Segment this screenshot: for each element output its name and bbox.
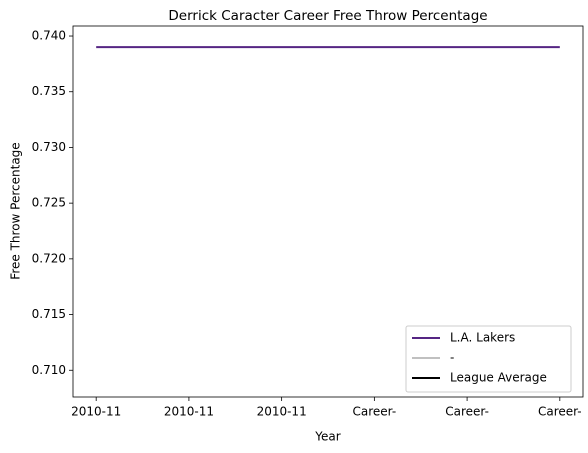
legend-label: - <box>450 351 454 365</box>
y-axis-label: Free Throw Percentage <box>9 142 23 279</box>
x-tick-label: 2010-11 <box>257 405 307 419</box>
y-tick-label: 0.720 <box>32 251 66 265</box>
y-tick-label: 0.710 <box>32 363 66 377</box>
plot-area <box>72 25 584 398</box>
x-tick-label: 2010-11 <box>164 405 214 419</box>
y-tick-label: 0.715 <box>32 307 66 321</box>
x-axis-label: Year <box>314 430 340 444</box>
legend-label: League Average <box>450 371 547 385</box>
x-tick-label: Career- <box>353 405 397 419</box>
y-tick-label: 0.725 <box>32 196 66 210</box>
y-tick-label: 0.735 <box>32 84 66 98</box>
chart-title: Derrick Caracter Career Free Throw Perce… <box>168 8 487 24</box>
y-tick-label: 0.730 <box>32 140 66 154</box>
x-tick-label: 2010-11 <box>71 405 121 419</box>
x-tick-label: Career- <box>538 405 582 419</box>
x-tick-label: Career- <box>445 405 489 419</box>
y-tick-label: 0.740 <box>32 29 66 43</box>
legend-label: L.A. Lakers <box>450 331 515 345</box>
legend-box <box>405 325 572 393</box>
